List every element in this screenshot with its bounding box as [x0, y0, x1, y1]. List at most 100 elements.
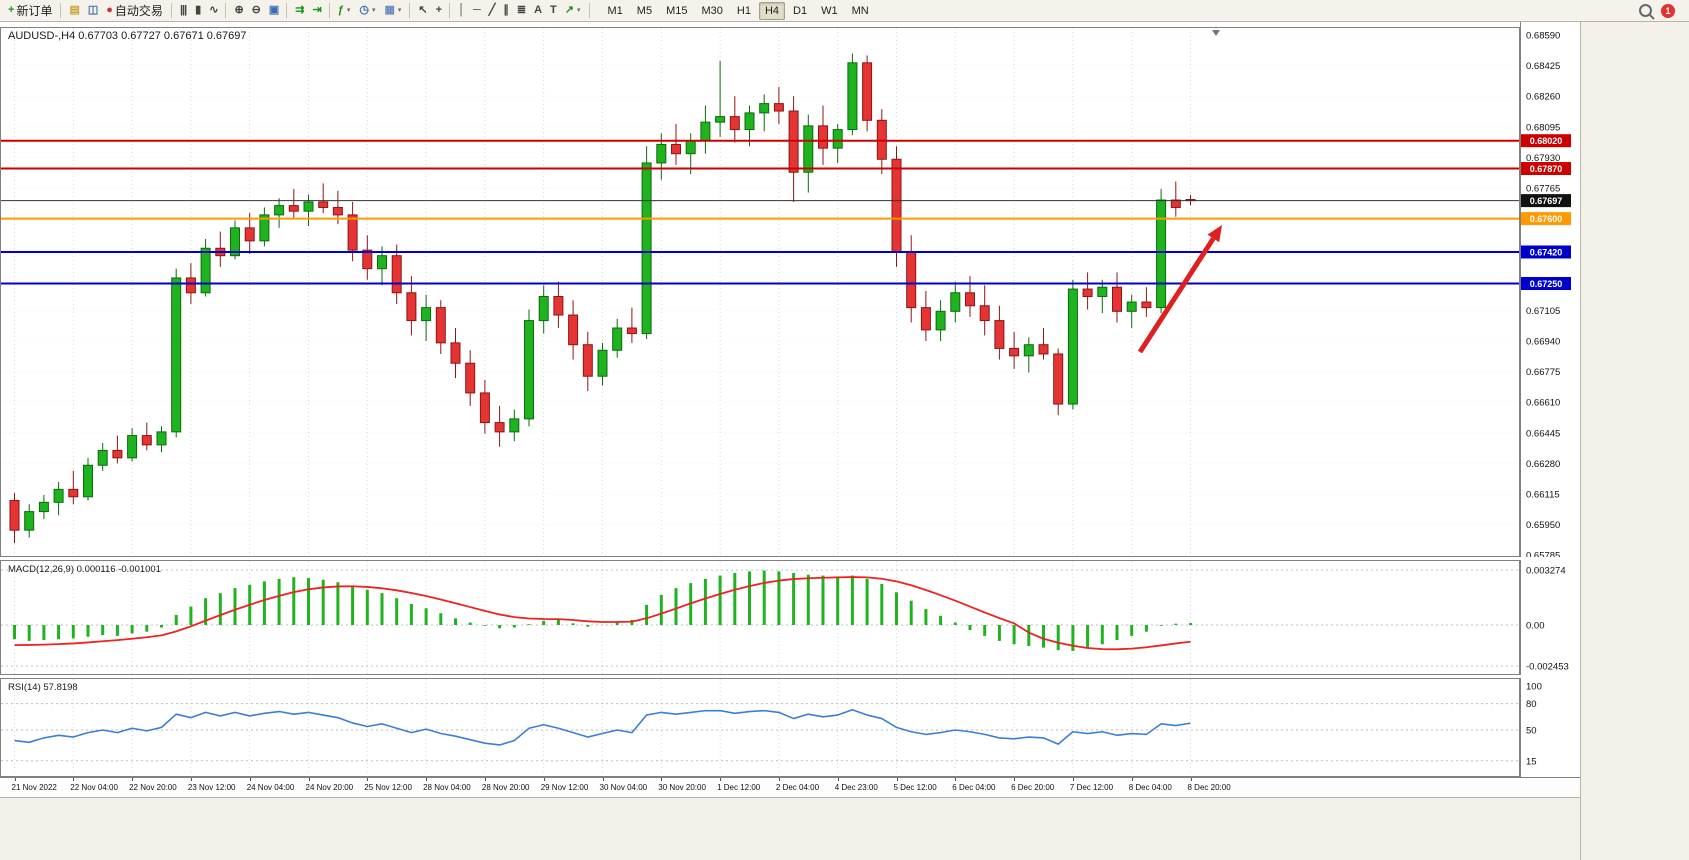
time-axis-tick — [308, 778, 310, 781]
price-chart[interactable]: 0.68590 0.68425 0.68260 0.68095 0.67930 0.677… — [0, 22, 1580, 557]
macd-axis-label: 0.00 — [1526, 621, 1545, 632]
candle — [1082, 288, 1093, 297]
candle — [818, 125, 828, 149]
price-tag — [1521, 162, 1571, 176]
search-icon[interactable] — [1639, 4, 1652, 17]
time-axis-tick — [837, 778, 839, 781]
trend-arrow-head[interactable] — [1207, 225, 1222, 243]
macd-panel[interactable]: 0.003274 0.00 -0.002453 — [0, 560, 1580, 675]
toolbar-separator — [170, 3, 172, 18]
notification-badge[interactable]: 1 — [1661, 3, 1675, 18]
arrows-button[interactable]: ↗ ▾ — [561, 0, 585, 21]
candle — [553, 295, 564, 316]
candle — [494, 422, 505, 433]
line-chart-button[interactable]: ∿ — [205, 0, 221, 21]
time-axis-label: 1 Dec 12:00 — [717, 783, 761, 792]
timeframe-button-m30[interactable]: M30 — [701, 4, 723, 17]
candle — [582, 344, 593, 377]
zoom-in-icon: ⊕ — [234, 4, 243, 16]
bar-chart-button[interactable]: ||| — [176, 0, 190, 21]
periods-button[interactable]: ◷ ▾ — [355, 0, 379, 21]
fibonacci-button[interactable]: ≣ — [513, 0, 529, 21]
candle — [200, 247, 211, 294]
auto-scroll-button[interactable]: ⇉ — [291, 0, 307, 21]
timeframe-button-h4[interactable]: H4 — [758, 1, 786, 20]
vertical-line-button[interactable]: │ — [454, 0, 468, 21]
time-axis-label: 28 Nov 20:00 — [481, 783, 530, 792]
trendline-icon: ╱ — [488, 4, 496, 16]
timeframe-button-m1[interactable]: M1 — [607, 4, 623, 17]
candle — [112, 449, 123, 459]
timeframe-button-h1[interactable]: H1 — [736, 4, 751, 17]
price-tag — [1521, 277, 1571, 291]
price-axis-label: 0.66115 — [1526, 490, 1560, 501]
charts-grid-button[interactable]: ◫ — [84, 0, 101, 21]
macd-axis-label: 0.003274 — [1526, 566, 1566, 577]
rsi-panel[interactable]: 100 80 50 15 — [0, 678, 1580, 777]
toolbar-separator — [409, 3, 411, 18]
text-label-button[interactable]: T — [546, 0, 560, 21]
auto-trading-icon: ● — [106, 4, 113, 16]
macd-signal-line — [14, 576, 1191, 651]
candle — [920, 307, 931, 331]
chart-shift-button[interactable]: ⇥ — [309, 0, 325, 21]
time-axis-tick — [1131, 778, 1133, 781]
candle — [24, 511, 35, 531]
candle — [538, 295, 549, 322]
candle — [68, 488, 79, 498]
candle — [53, 488, 64, 503]
indicators-button[interactable]: ƒ ▾ — [334, 0, 355, 21]
candle — [950, 292, 961, 312]
timeframe-button-m5[interactable]: M5 — [636, 4, 653, 17]
timeframe-button-w1[interactable]: W1 — [821, 4, 838, 17]
candle — [862, 62, 873, 121]
candle — [1126, 301, 1137, 312]
trendline-button[interactable]: ╱ — [485, 0, 499, 21]
candle — [127, 435, 138, 459]
candle — [612, 327, 623, 351]
toolbar-left-group: + 新订单 ▤ ◫ ● 自动交易 ||| ▮ ∿ ⊕ ⊖ ▣ ⇉ ⇥ ƒ ▾ ◷ ▾ ▦ ▾ ↖ + │ ─ ╱ ∥ ≣ A T ↗ ▾ — [4, 0, 593, 21]
text-button[interactable]: A — [530, 0, 545, 21]
candlestick-chart-button[interactable]: ▮ — [191, 0, 204, 21]
candle — [185, 277, 196, 294]
cursor-button[interactable]: ↖ — [414, 0, 430, 21]
candle — [671, 143, 681, 155]
zoom-out-button[interactable]: ⊖ — [248, 0, 264, 21]
horizontal-line-button[interactable]: ─ — [469, 0, 484, 21]
price-tag — [1521, 212, 1571, 226]
rsi-label: RSI(14) 57.8198 — [8, 682, 78, 693]
candle — [259, 214, 270, 242]
candle — [700, 121, 711, 142]
cursor-icon: ↖ — [418, 4, 427, 16]
candle — [465, 362, 476, 394]
templates-button[interactable]: ▦ ▾ — [381, 0, 406, 21]
timeframe-button-mn[interactable]: MN — [851, 4, 869, 17]
bar-chart-icon: ||| — [179, 4, 187, 16]
tile-windows-button[interactable]: ▣ — [265, 0, 282, 21]
zoom-in-button[interactable]: ⊕ — [230, 0, 246, 21]
trend-arrow[interactable] — [1137, 237, 1216, 354]
candle — [97, 449, 108, 466]
auto-trading-button[interactable]: ● 自动交易 — [102, 0, 167, 21]
equidistant-channel-button[interactable]: ∥ — [499, 0, 512, 21]
price-axis-label: 0.67930 — [1526, 153, 1560, 164]
price-axis-label: 0.66610 — [1526, 398, 1560, 409]
profiles-button[interactable]: ▤ — [65, 0, 82, 21]
chart-shift-marker[interactable] — [1212, 30, 1220, 36]
timeframe-button-m15[interactable]: M15 — [666, 4, 688, 17]
candle — [318, 201, 329, 208]
candle — [759, 103, 770, 114]
candle — [38, 501, 49, 513]
candle — [803, 125, 814, 173]
price-axis-label: 0.68095 — [1526, 122, 1560, 133]
candle — [1053, 353, 1064, 405]
candle — [906, 251, 917, 309]
new-order-button[interactable]: + 新订单 — [4, 0, 56, 21]
candle — [597, 349, 608, 377]
toolbar: + 新订单 ▤ ◫ ● 自动交易 ||| ▮ ∿ ⊕ ⊖ ▣ ⇉ ⇥ ƒ ▾ ◷ ▾ ▦ ▾ ↖ + │ ─ ╱ ∥ ≣ A T ↗ ▾ M… — [0, 0, 1689, 22]
timeframe-button-d1[interactable]: D1 — [793, 4, 808, 17]
crosshair-button[interactable]: + — [432, 0, 445, 21]
text-icon: A — [534, 4, 542, 16]
time-axis-tick — [896, 778, 898, 781]
time-axis-tick — [426, 778, 428, 781]
